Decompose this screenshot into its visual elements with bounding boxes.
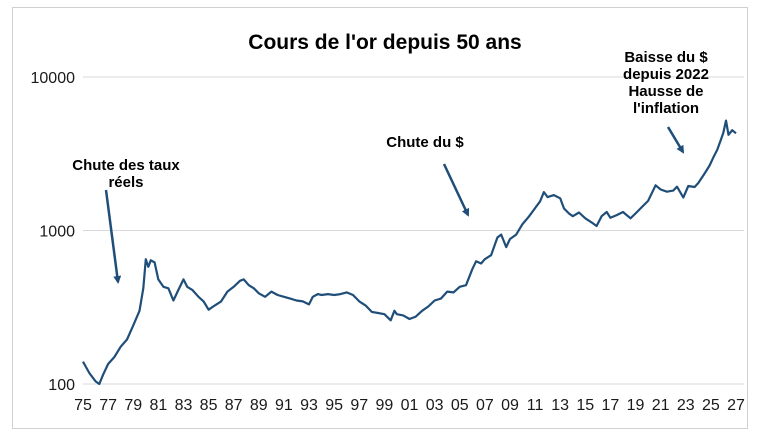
x-tick-label: 27 (727, 397, 745, 414)
x-tick-label: 83 (175, 397, 193, 414)
x-tick-label: 07 (476, 397, 494, 414)
x-tick-label: 11 (527, 397, 544, 414)
x-tick-label: 89 (250, 397, 268, 414)
x-tick-label: 25 (702, 397, 720, 414)
x-tick-label: 79 (124, 397, 142, 414)
x-tick-label: 87 (225, 397, 243, 414)
x-tick-label: 95 (325, 397, 343, 414)
annotation-text: Hausse de (628, 83, 703, 100)
annotation-text: l'inflation (633, 100, 699, 117)
x-tick-label: 03 (426, 397, 444, 414)
x-tick-label: 75 (74, 397, 92, 414)
x-tick-label: 91 (275, 397, 293, 414)
x-tick-label: 81 (149, 397, 167, 414)
x-tick-label: 93 (300, 397, 318, 414)
x-tick-label: 97 (350, 397, 368, 414)
grid-lines (83, 76, 744, 385)
annotation-arrow (442, 163, 470, 217)
gold-price-line (82, 119, 737, 386)
x-tick-label: 77 (99, 397, 117, 414)
y-tick-label: 10000 (31, 70, 76, 87)
x-tick-label: 15 (576, 397, 594, 414)
x-tick-label: 05 (451, 397, 469, 414)
x-tick-label: 99 (375, 397, 393, 414)
annotation-text: Chute du $ (386, 134, 464, 151)
axes: 100 1000 10000 75 77 79 81 83 85 87 89 91 93 95 97 99 01… (31, 70, 746, 414)
chart-title: Cours de l'or depuis 50 ans (248, 31, 521, 54)
x-tick-label: 09 (501, 397, 519, 414)
x-tick-label: 13 (551, 397, 569, 414)
annotation-text: depuis 2022 (623, 66, 709, 83)
x-tick-label: 19 (627, 397, 645, 414)
x-tick-label: 17 (602, 397, 620, 414)
x-tick-label: 21 (652, 397, 670, 414)
annotation-arrow (666, 126, 685, 154)
annotation-text: réels (108, 174, 143, 191)
y-tick-label: 100 (48, 377, 75, 394)
annotation-text: Chute des taux (72, 157, 180, 174)
series-layer (82, 119, 737, 386)
y-tick-label: 1000 (39, 224, 75, 241)
x-tick-label: 01 (401, 397, 419, 414)
x-tick-label: 23 (677, 397, 695, 414)
annotation-text: Baisse du $ (624, 49, 708, 66)
annotation-arrow (104, 189, 122, 284)
x-tick-label: 85 (200, 397, 218, 414)
